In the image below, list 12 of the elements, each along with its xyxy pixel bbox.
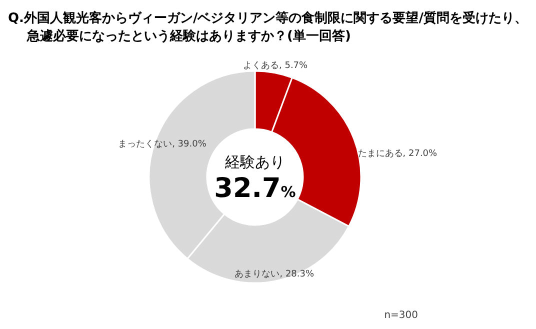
chart-title: Q.外国人観光客からヴィーガン/ベジタリアン等の食制限に関する要望/質問を受けたり、急遽必要になったという経験はありますか？(単一回答) <box>8 10 528 44</box>
slice-label: よくある <box>243 60 280 71</box>
data-label: , 39.0% <box>172 140 207 150</box>
text: 経験あり <box>224 153 285 171</box>
slice-label: たまにある <box>358 148 403 159</box>
text: 32.7% <box>214 173 296 204</box>
slice-label: まったくない <box>118 140 172 150</box>
data-label: , 5.7% <box>279 60 308 71</box>
text: n=300 <box>384 310 418 321</box>
slice-label: あまりない <box>234 270 280 280</box>
data-label: , 27.0% <box>402 148 438 159</box>
data-label: , 28.3% <box>280 270 314 280</box>
